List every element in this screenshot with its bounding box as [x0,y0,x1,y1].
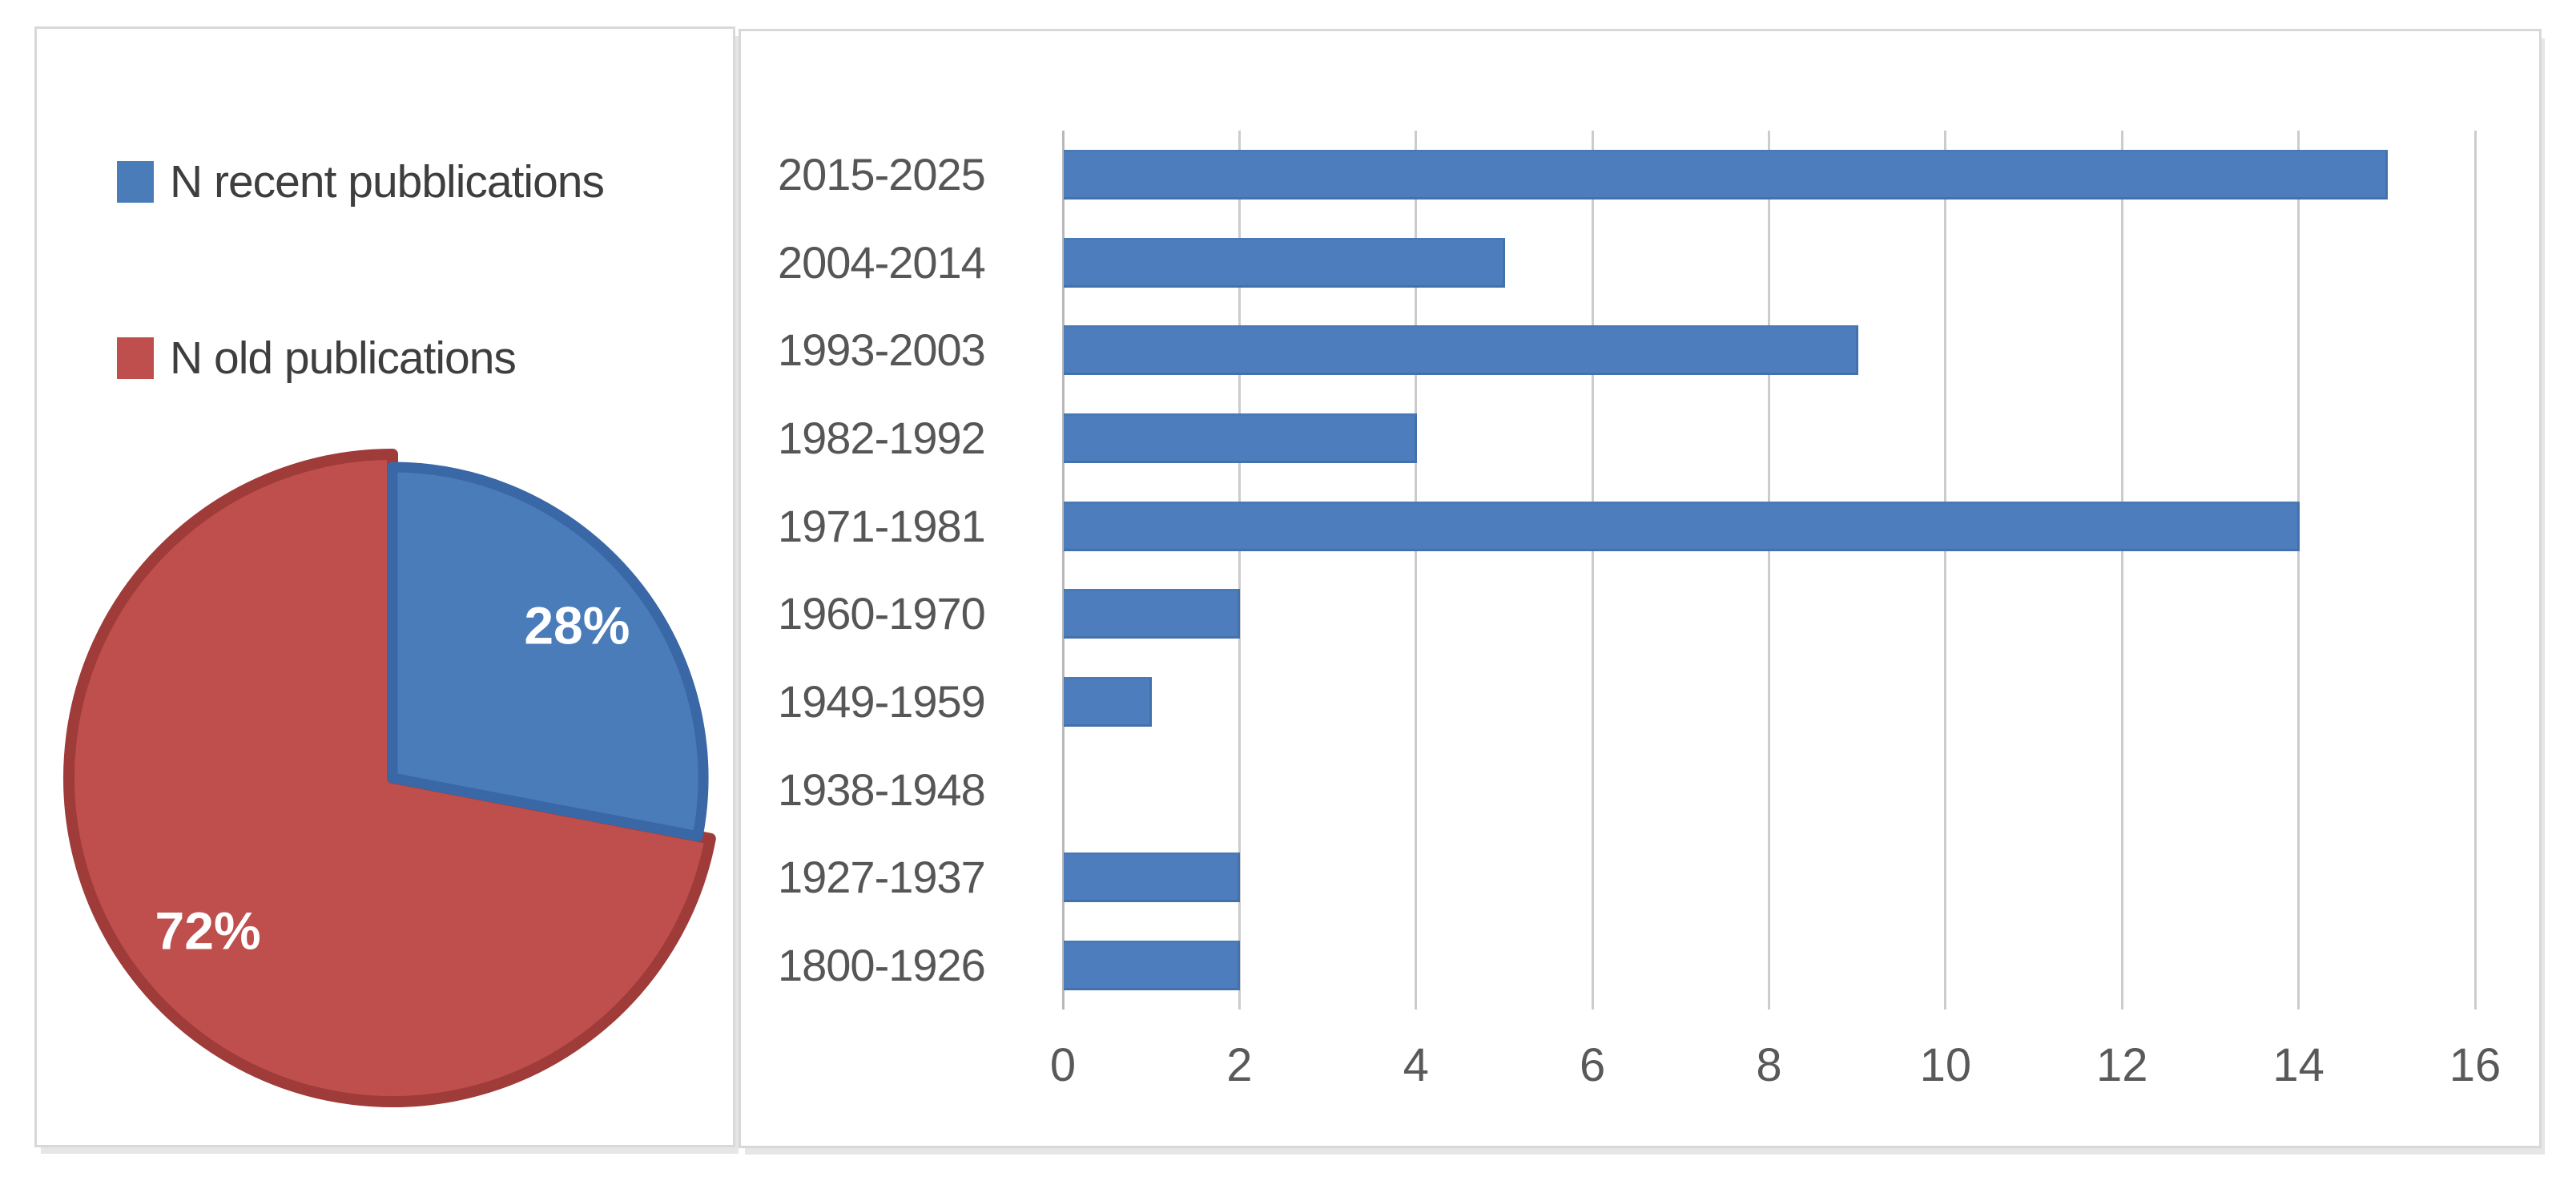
category-label: 1982-1992 [778,412,986,463]
legend-label-old: N old publications [170,333,517,384]
category-label: 1938-1948 [778,764,986,815]
gridline [1238,131,1241,1010]
bar-2015-2025 [1064,149,2388,200]
gridline [1591,131,1594,1010]
category-label: 1960-1970 [778,588,986,639]
pie-data-label: 28% [524,595,630,655]
bar-1927-1937 [1064,852,1241,903]
bar-1982-1992 [1064,413,1417,463]
x-tick-label: 6 [1579,1039,1606,1091]
legend-swatch-old-icon [117,337,154,379]
gridline [1768,131,1770,1010]
category-label: 1949-1959 [778,676,986,728]
pie-data-label: 72% [155,901,261,961]
pie-chart: 28% 72% [63,449,716,1107]
category-label: 2015-2025 [778,148,986,200]
gridline [2120,131,2123,1010]
bar-chart-panel: 0 2 4 6 8 10 12 14 16 2015-2025 2004-2014 1993-2003… [739,29,2542,1148]
x-tick-label: 8 [1756,1039,1782,1091]
gridline [2297,131,2300,1010]
category-label: 1800-1926 [778,940,986,991]
bar-1949-1959 [1064,677,1153,728]
bar-plot-area: 0 2 4 6 8 10 12 14 16 2015-2025 2004-2014 1993-2003… [741,31,2539,1146]
x-tick-label: 16 [2449,1039,2502,1091]
legend-item-recent-publications: N recent pubblications [117,155,605,208]
gridline [1415,131,1418,1010]
pie-chart-panel: N recent pubblications N old publication… [34,26,735,1147]
x-tick-label: 0 [1049,1039,1077,1091]
bar-1800-1926 [1064,941,1241,991]
legend-swatch-recent-icon [117,161,154,203]
bar-1960-1970 [1064,589,1241,639]
x-tick-label: 12 [2095,1039,2148,1091]
x-tick-label: 10 [1919,1039,1972,1091]
legend-item-old-publications: N old publications [117,332,517,385]
category-label: 1971-1981 [778,500,986,551]
x-tick-label: 14 [2272,1039,2324,1091]
category-label: 2004-2014 [778,236,986,288]
category-label: 1993-2003 [778,324,986,376]
x-tick-label: 4 [1403,1039,1429,1091]
category-label: 1927-1937 [778,852,986,903]
bar-1993-2003 [1064,325,1858,376]
x-axis-line [1061,131,1065,1010]
bar-1971-1981 [1064,501,2300,551]
gridline [1944,131,1947,1010]
legend-label-recent: N recent pubblications [170,156,605,208]
pie-slice-recent [387,461,709,842]
bar-2004-2014 [1064,237,1505,288]
gridline [2473,131,2477,1010]
x-tick-label: 2 [1226,1039,1253,1091]
